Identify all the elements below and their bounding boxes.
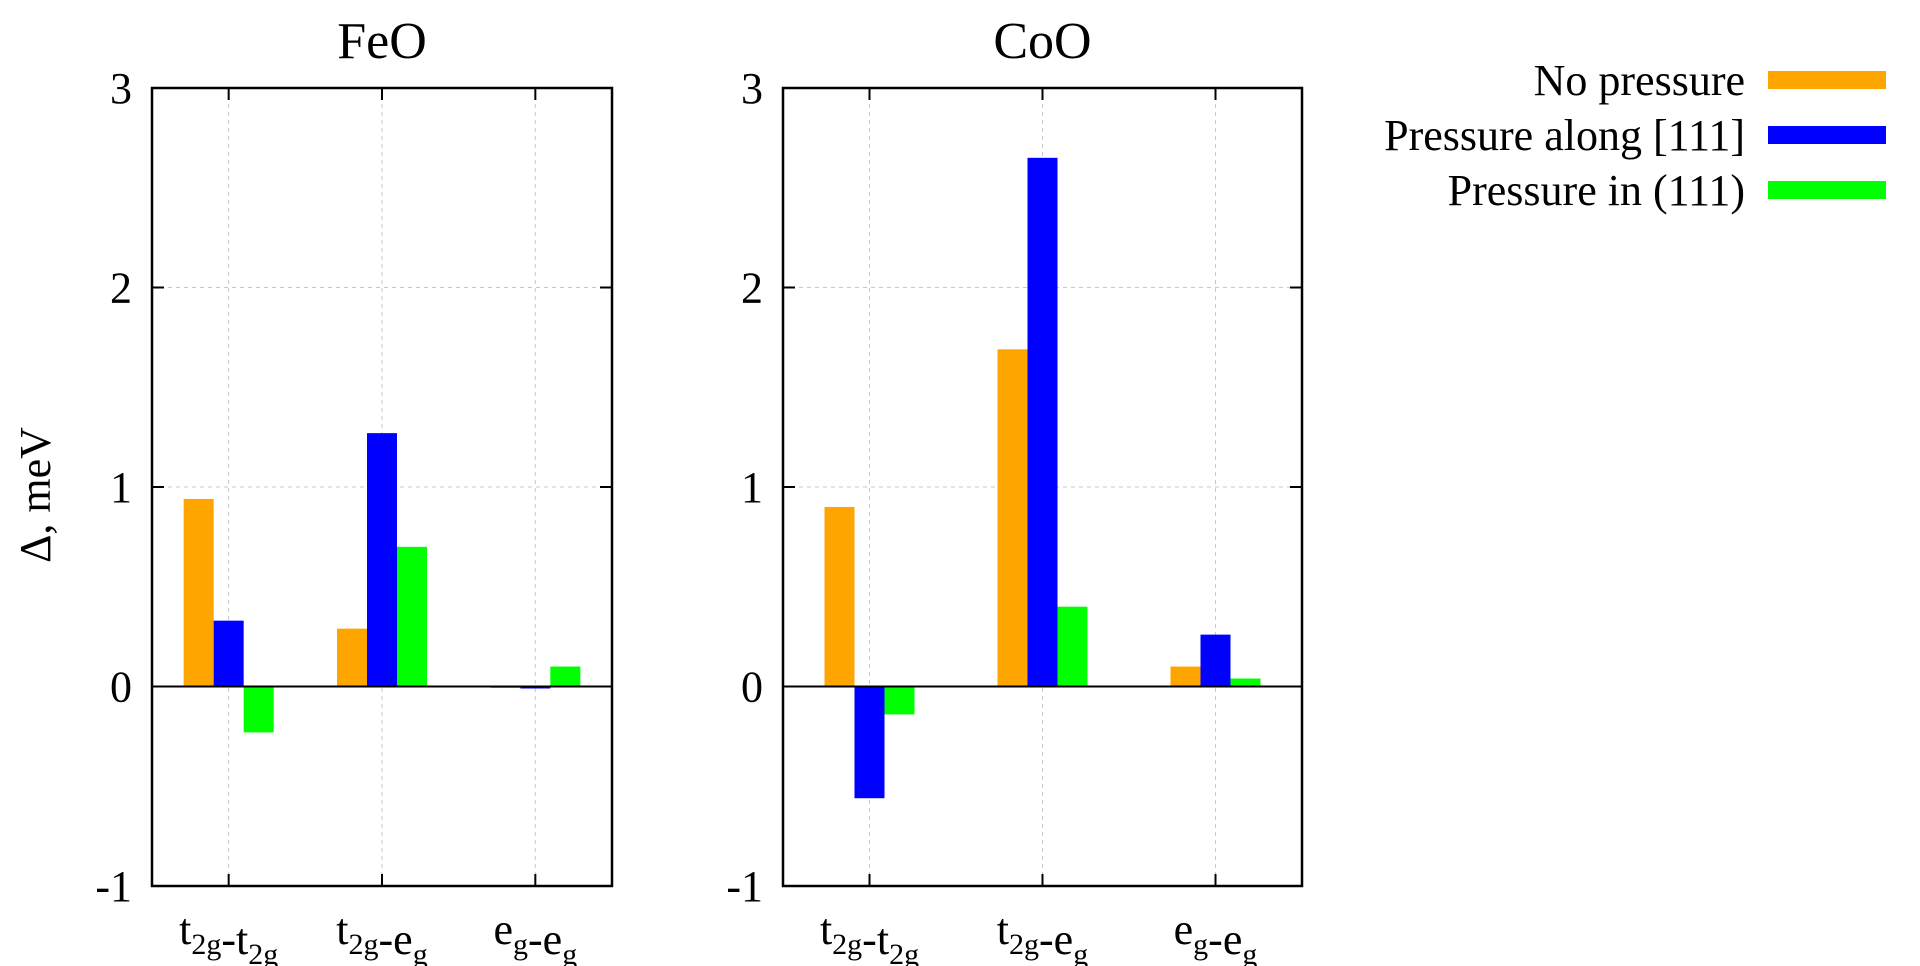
y-axis-label: Δ, meV (11, 427, 60, 563)
bar-pressure-in-111-t2g-t2g (243, 686, 274, 733)
bar-no-pressure-t2g-t2g (824, 506, 855, 687)
x-tick-label-t2g-eg: t2g-eg (997, 905, 1088, 966)
bar-pressure-in-111-eg-eg (1230, 678, 1261, 687)
legend-swatch-3 (1768, 181, 1886, 199)
legend: No pressure Pressure along [111] Pressure … (1384, 56, 1886, 215)
bar-pressure-along-111-t2g-t2g (213, 620, 244, 687)
x-tick-label-t2g-t2g: t2g-t2g (179, 905, 278, 966)
bar-no-pressure-t2g-eg (337, 628, 367, 687)
bar-no-pressure-t2g-eg (997, 349, 1028, 687)
x-tick-label-eg-eg: eg-eg (1174, 905, 1258, 966)
y-tick-label: 1 (110, 463, 132, 512)
y-tick-label: 3 (110, 64, 132, 113)
y-tick-label: 2 (741, 264, 763, 313)
chart-title-coo: CoO (993, 13, 1091, 70)
bar-pressure-along-111-t2g-eg (367, 433, 397, 687)
y-tick-label: 0 (741, 663, 763, 712)
bar-pressure-in-111-t2g-t2g (884, 686, 915, 715)
y-tick-label: -1 (726, 862, 763, 911)
bar-pressure-in-111-eg-eg (550, 666, 581, 687)
y-tick-label: 2 (110, 264, 132, 313)
bar-pressure-in-111-t2g-eg (397, 546, 427, 687)
bar-pressure-along-111-eg-eg (1200, 634, 1231, 687)
bar-no-pressure-t2g-t2g (183, 498, 214, 687)
chart-title-feo: FeO (337, 13, 427, 70)
chart-panel-coo: -1 0 1 2 3 t2g-t2g t2g-eg eg-eg CoO (726, 13, 1304, 966)
y-tick-label: 1 (741, 463, 763, 512)
legend-label-1: No pressure (1534, 56, 1745, 105)
chart-panel-feo: -1 0 1 2 3 t2g-t2g t2g-eg eg-eg FeO (95, 13, 614, 966)
legend-swatch-2 (1768, 126, 1886, 144)
bar-pressure-along-111-t2g-t2g (854, 686, 885, 799)
x-tick-label-eg-eg: eg-eg (493, 905, 577, 966)
bar-pressure-in-111-t2g-eg (1057, 606, 1088, 687)
legend-label-2: Pressure along [111] (1384, 111, 1745, 160)
legend-label-3: Pressure in (111) (1448, 166, 1745, 215)
y-tick-label: -1 (95, 862, 132, 911)
bar-no-pressure-eg-eg (1170, 666, 1201, 687)
x-tick-label-t2g-t2g: t2g-t2g (820, 905, 919, 966)
x-tick-label-t2g-eg: t2g-eg (336, 905, 427, 966)
y-tick-label: 3 (741, 64, 763, 113)
legend-swatch-1 (1768, 71, 1886, 89)
bar-pressure-along-111-t2g-eg (1027, 157, 1058, 687)
y-tick-label: 0 (110, 663, 132, 712)
